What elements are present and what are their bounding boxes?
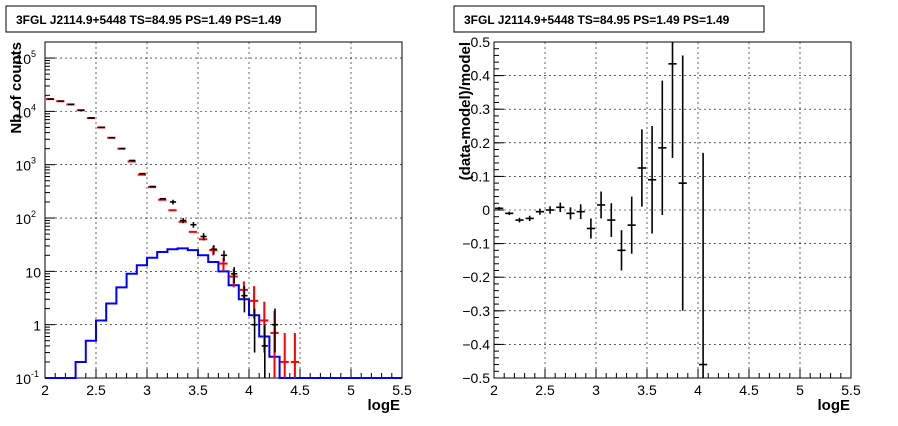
- left-y-tick-exponent: 5: [31, 49, 36, 59]
- left-data-point: [220, 250, 228, 262]
- left-y-tick-base: 10: [25, 264, 41, 280]
- left-y-tick-base: 1: [33, 318, 41, 334]
- left-grid: [45, 42, 402, 378]
- left-title: 3FGL J2114.9+5448 TS=84.95 PS=1.49 PS=1.…: [16, 13, 282, 27]
- left-plot-frame: [44, 41, 403, 379]
- right-y-tick-label: 0.1: [471, 168, 491, 184]
- right-x-tick-label: 5.5: [841, 382, 861, 398]
- left-x-tick-label: 3.5: [188, 382, 208, 398]
- left-xlabel: logE: [368, 397, 401, 414]
- left-data-point: [190, 222, 197, 228]
- left-data-point: [241, 286, 248, 313]
- left-y-tick-base: 10: [15, 371, 31, 387]
- left-model-point: [280, 332, 289, 378]
- right-residual-point: [515, 217, 524, 223]
- left-x-tick-label: 4.5: [290, 382, 310, 398]
- right-y-tick-label: −0.2: [462, 269, 490, 285]
- left-data-point: [200, 233, 207, 241]
- right-residual-point: [627, 196, 636, 254]
- right-x-tick-label: 3: [592, 382, 600, 398]
- right-ylabel: (data-model)/model: [457, 42, 474, 180]
- right-y-tick-label: −0.1: [462, 236, 490, 252]
- right-residual-point: [546, 206, 555, 214]
- right-y-tick-label: 0.4: [471, 68, 491, 84]
- left-data-point: [271, 308, 279, 353]
- right-residual-point: [658, 80, 667, 216]
- left-x-tick-label: 2.5: [86, 382, 106, 398]
- left-y-tick-base: 10: [15, 158, 31, 174]
- left-y-tick-exponent: -1: [31, 369, 39, 379]
- left-y-tick-base: 10: [15, 51, 31, 67]
- right-residual-point: [648, 126, 657, 234]
- right-xlabel: logE: [818, 397, 851, 414]
- left-data-point: [180, 218, 187, 224]
- right-y-tick-label: 0.5: [471, 34, 491, 50]
- right-y-tick-label: −0.5: [462, 370, 490, 386]
- right-residual-point: [699, 152, 708, 378]
- right-residual-point: [505, 211, 514, 216]
- left-data-point: [210, 245, 217, 255]
- right-x-tick-label: 4: [694, 382, 702, 398]
- left-x-tick-label: 3: [143, 382, 151, 398]
- left-title-box: 3FGL J2114.9+5448 TS=84.95 PS=1.49 PS=1.…: [5, 5, 317, 33]
- right-grid: [494, 42, 851, 378]
- right-residual-point: [668, 42, 677, 158]
- right-residual-point: [637, 129, 646, 207]
- right-x-tick-label: 5: [796, 382, 804, 398]
- left-data-point: [261, 324, 268, 378]
- right-title-box: 3FGL J2114.9+5448 TS=84.95 PS=1.49 PS=1.…: [453, 5, 765, 33]
- left-data-point: [251, 308, 258, 353]
- left-y-tick-base: 10: [15, 104, 31, 120]
- left-source-histogram-line: [45, 247, 402, 379]
- left-x-tick-label: 2: [41, 382, 49, 398]
- right-x-tick-label: 2: [490, 382, 498, 398]
- left-data-point: [169, 199, 177, 205]
- left-y-tick-exponent: 4: [31, 102, 36, 112]
- right-residual-point: [678, 55, 687, 311]
- left-data-point: [231, 267, 238, 284]
- right-residual-point: [617, 230, 626, 271]
- right-y-tick-label: 0.3: [471, 101, 491, 117]
- right-residual-point: [566, 207, 575, 220]
- right-residual-point: [495, 206, 504, 210]
- left-data-points: [47, 98, 279, 378]
- left-x-tick-label: 4: [245, 382, 253, 398]
- right-y-tick-label: −0.3: [462, 303, 490, 319]
- right-residual-point: [597, 191, 606, 219]
- right-residual-point: [576, 204, 585, 220]
- left-model-point: [290, 332, 299, 378]
- right-y-tick-label: −0.4: [462, 336, 490, 352]
- right-ticks: 2 2.5 3 3.5 4 4.5 5 5.5 −0.5 −0.4 −0.3 −0.2 −0.1 0 0.1…: [462, 34, 861, 398]
- right-residual-point: [607, 203, 616, 237]
- right-x-tick-label: 2.5: [535, 382, 555, 398]
- left-source-histogram: [45, 247, 402, 379]
- right-residual-points: [495, 42, 708, 378]
- right-residual-point: [586, 218, 595, 239]
- left-y-tick-base: 10: [15, 211, 31, 227]
- left-y-tick-exponent: 3: [31, 156, 36, 166]
- right-y-tick-label: 0.2: [471, 135, 491, 151]
- right-x-tick-label: 4.5: [739, 382, 759, 398]
- right-y-tick-label: 0: [482, 202, 490, 218]
- right-title: 3FGL J2114.9+5448 TS=84.95 PS=1.49 PS=1.…: [464, 13, 730, 27]
- left-x-tick-label: 5: [347, 382, 355, 398]
- right-residual-point: [535, 208, 544, 215]
- left-x-tick-label: 5.5: [392, 382, 412, 398]
- right-residual-point: [556, 202, 565, 213]
- right-residual-point: [525, 215, 534, 222]
- left-y-tick-exponent: 2: [31, 209, 36, 219]
- right-x-tick-label: 3.5: [637, 382, 657, 398]
- left-ylabel: Nb of counts: [8, 42, 25, 134]
